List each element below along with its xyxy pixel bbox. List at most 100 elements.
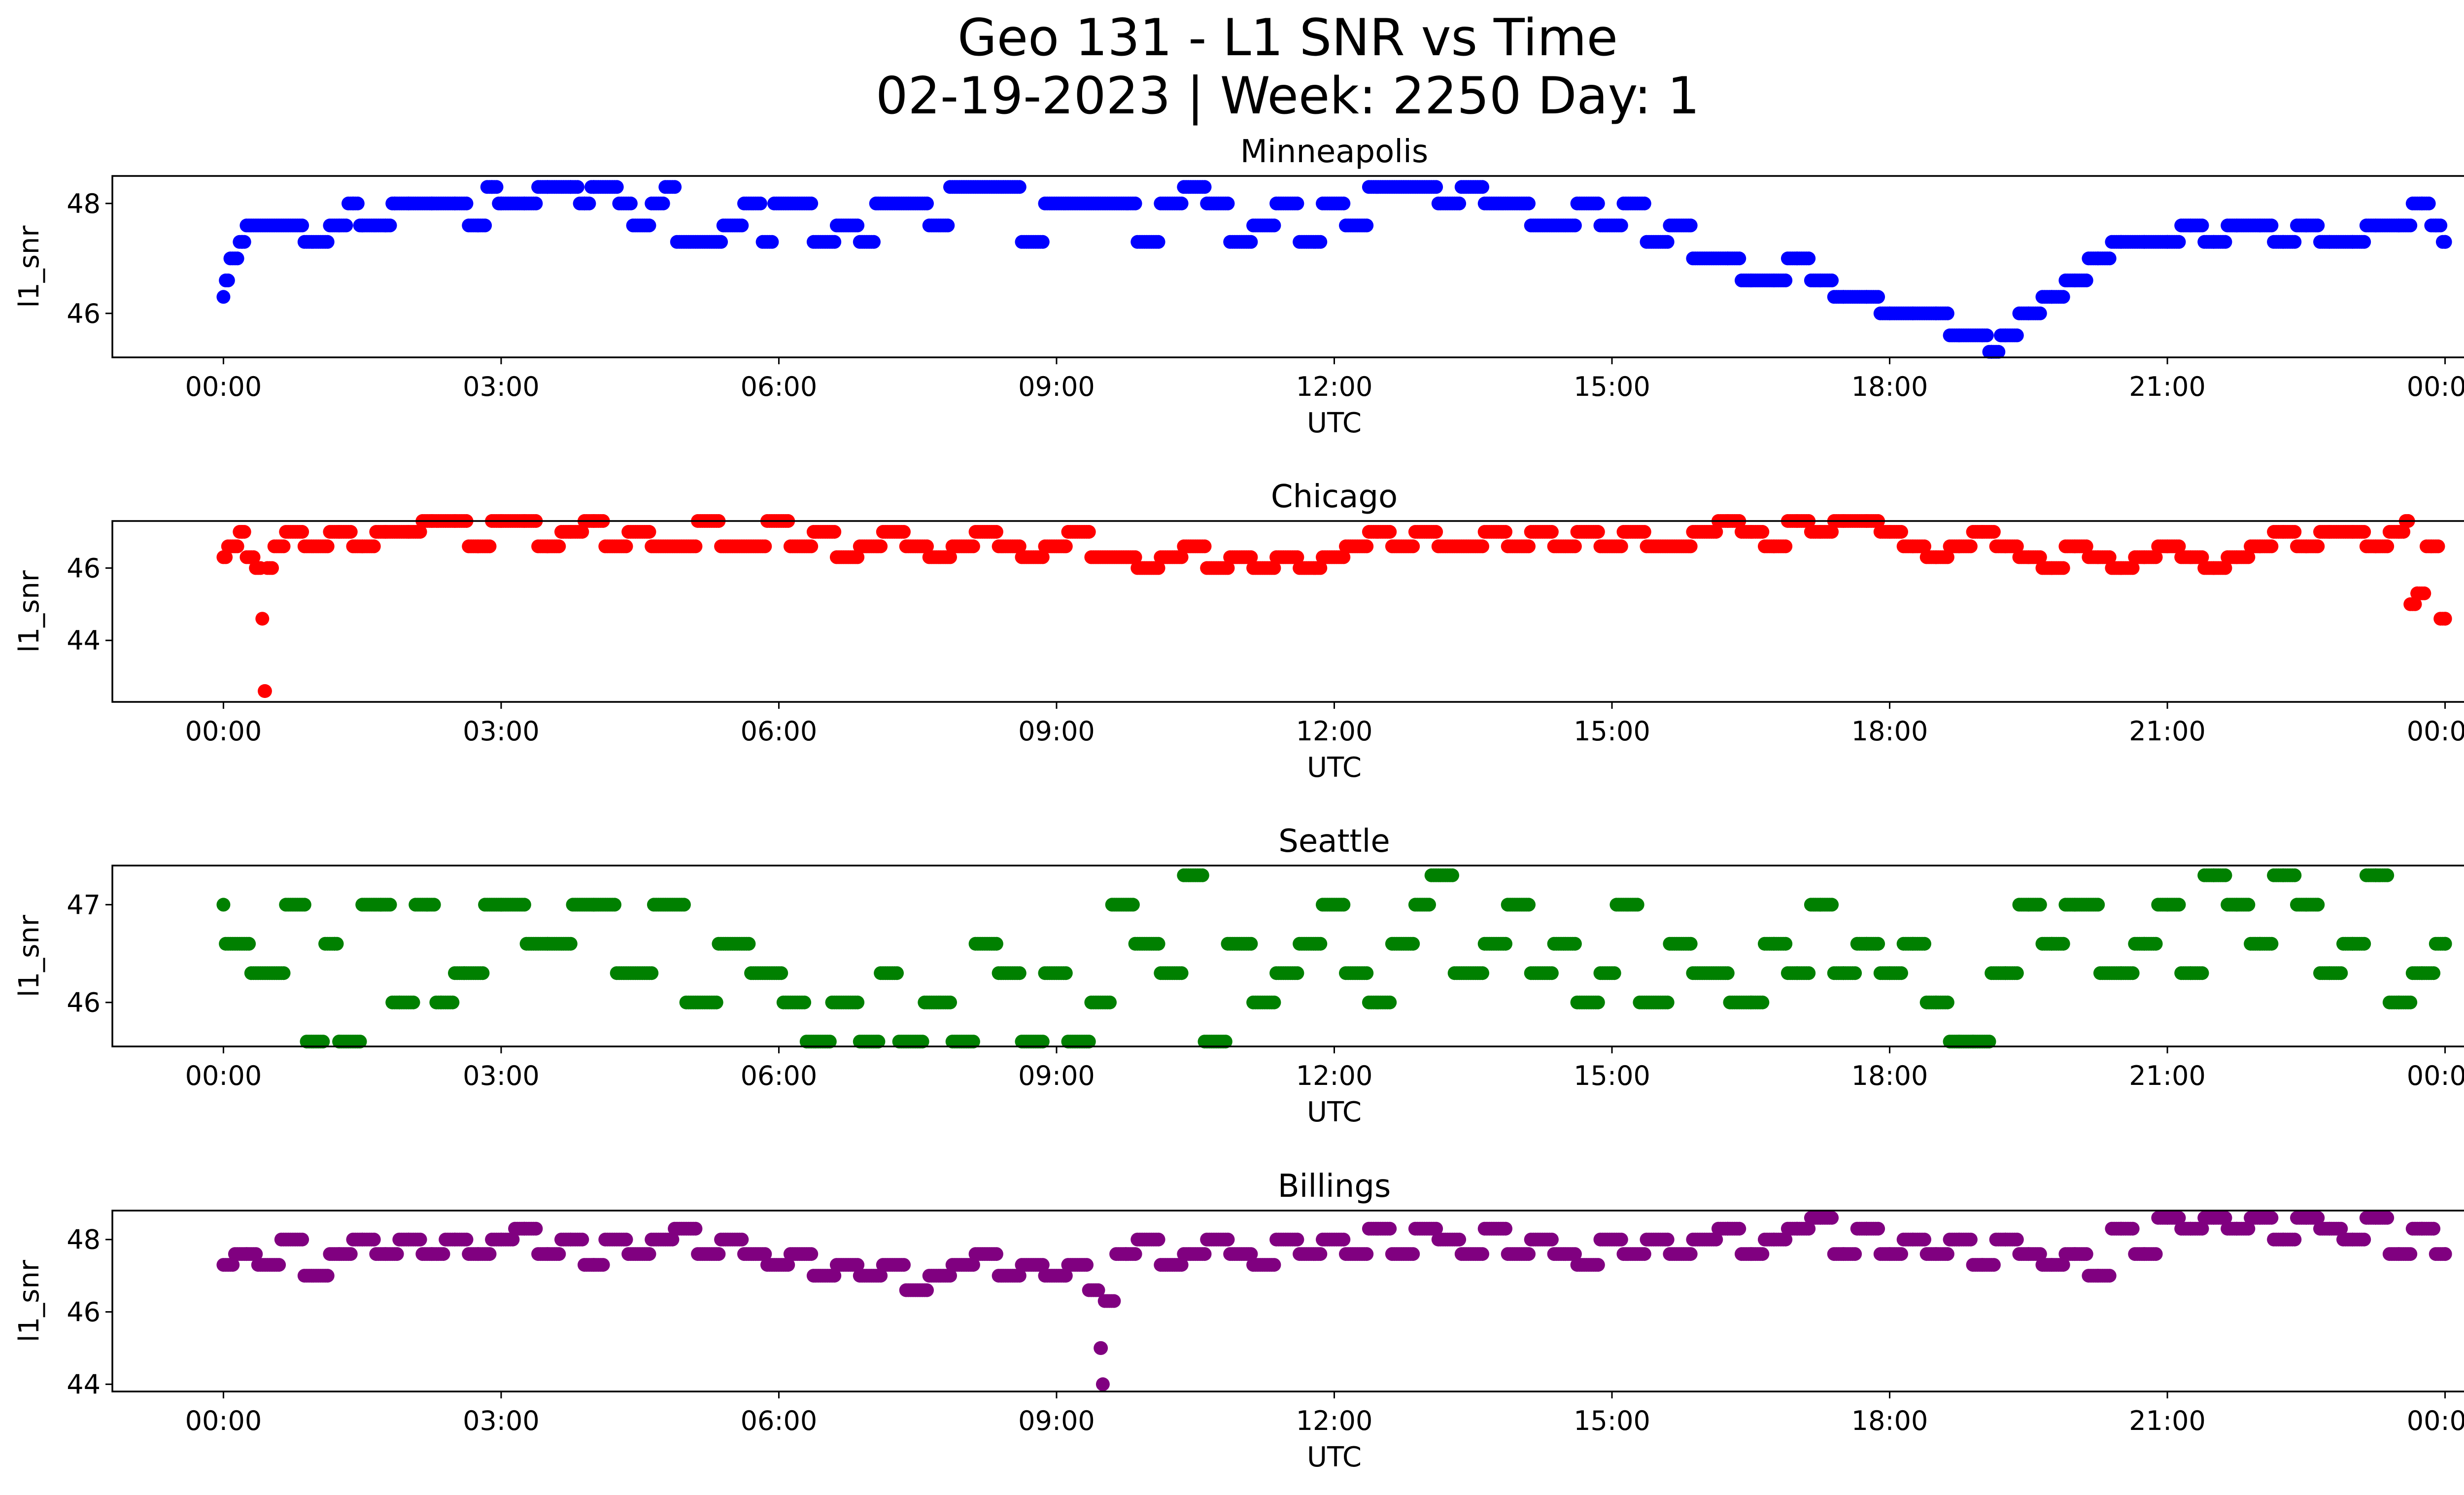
data-point [1683, 937, 1698, 951]
data-point [1637, 1247, 1651, 1261]
data-point [1174, 1258, 1189, 1272]
data-point [2288, 235, 2302, 249]
data-point [1986, 1258, 2001, 1272]
data-point [1607, 966, 1621, 980]
data-point [2417, 586, 2431, 600]
data-point [2311, 1211, 2325, 1225]
data-point [2056, 561, 2070, 575]
data-point [1218, 1035, 1232, 1049]
data-point [1103, 995, 1117, 1009]
data-point [774, 966, 788, 980]
data-point [1544, 966, 1559, 980]
data-point [714, 235, 728, 249]
data-point [1267, 218, 1281, 233]
data-point [742, 937, 756, 951]
data-point [221, 273, 235, 287]
data-point [2438, 235, 2452, 249]
data-point [753, 196, 767, 210]
data-point [1080, 1258, 1094, 1272]
data-point [2056, 290, 2070, 304]
data-point [1290, 550, 1304, 564]
data-point [1429, 180, 1443, 194]
data-point [216, 290, 231, 304]
data-point [413, 525, 427, 539]
x-tick-label: 00:00 [185, 1060, 262, 1091]
panel-title: Seattle [1278, 823, 1390, 860]
data-point [1568, 937, 1582, 951]
data-point [1568, 1247, 1582, 1261]
data-point [1940, 1247, 1954, 1261]
data-point [665, 1232, 680, 1247]
data-point [1871, 1221, 1885, 1236]
data-point [2288, 1232, 2302, 1247]
data-point [966, 1258, 980, 1272]
x-tick-label: 00:00 [185, 716, 262, 747]
data-point [1591, 995, 1605, 1009]
data-point [2218, 868, 2232, 882]
data-point [1360, 1247, 1374, 1261]
figure-title-line-1: Geo 131 - L1 SNR vs Time [957, 8, 1618, 68]
data-point [2033, 1247, 2047, 1261]
data-point [989, 525, 1003, 539]
data-point [1406, 937, 1420, 951]
data-point [2149, 550, 2163, 564]
data-point [822, 1035, 837, 1049]
data-point [367, 539, 381, 554]
figure-title: Geo 131 - L1 SNR vs Time 02-19-2023 | We… [0, 0, 2464, 128]
data-point [1544, 1232, 1559, 1247]
data-point [2334, 1221, 2348, 1236]
data-point [2357, 235, 2371, 249]
data-point [1452, 1232, 1467, 1247]
data-point [478, 218, 492, 233]
data-point [1244, 1247, 1258, 1261]
data-point [1779, 937, 1793, 951]
data-point [2403, 995, 2418, 1009]
data-point [529, 196, 543, 210]
data-point [642, 218, 656, 233]
data-point [2403, 218, 2418, 233]
data-point [1360, 966, 1374, 980]
data-point [804, 1247, 819, 1261]
data-point [367, 1232, 381, 1247]
data-point [827, 1269, 842, 1283]
data-point [688, 539, 703, 554]
data-point [529, 1221, 543, 1236]
x-tick-label: 00:00 [2407, 1060, 2464, 1091]
data-point [436, 1247, 450, 1261]
data-point [804, 539, 819, 554]
data-point [295, 525, 309, 539]
data-point [610, 180, 624, 194]
data-point [1128, 196, 1142, 210]
data-point [2438, 612, 2452, 626]
data-point [1499, 525, 1512, 539]
data-point [1732, 251, 1746, 266]
data-point [2079, 1247, 2093, 1261]
y-tick-label: 47 [67, 889, 101, 920]
data-point [272, 1258, 286, 1272]
x-tick-label: 03:00 [463, 1405, 540, 1436]
data-point [1336, 898, 1351, 912]
data-point [1522, 196, 1536, 210]
data-point [1012, 180, 1027, 194]
data-point [1151, 561, 1165, 575]
data-point [1151, 937, 1165, 951]
data-point [237, 525, 251, 539]
data-point [2195, 966, 2209, 980]
data-point [1683, 218, 1698, 233]
x-tick-label: 21:00 [2129, 1405, 2206, 1436]
data-point [575, 525, 589, 539]
data-point [2311, 898, 2325, 912]
x-tick-label: 21:00 [2129, 716, 2206, 747]
data-point [1720, 966, 1735, 980]
data-point [712, 1247, 726, 1261]
data-point [2264, 539, 2279, 554]
data-point [2172, 235, 2186, 249]
data-point [2102, 251, 2117, 266]
data-point [1637, 525, 1651, 539]
y-tick-label: 46 [67, 987, 101, 1018]
data-point [1360, 218, 1374, 233]
data-point [406, 995, 420, 1009]
data-point [489, 180, 504, 194]
data-point [1779, 539, 1793, 554]
data-point [677, 898, 691, 912]
